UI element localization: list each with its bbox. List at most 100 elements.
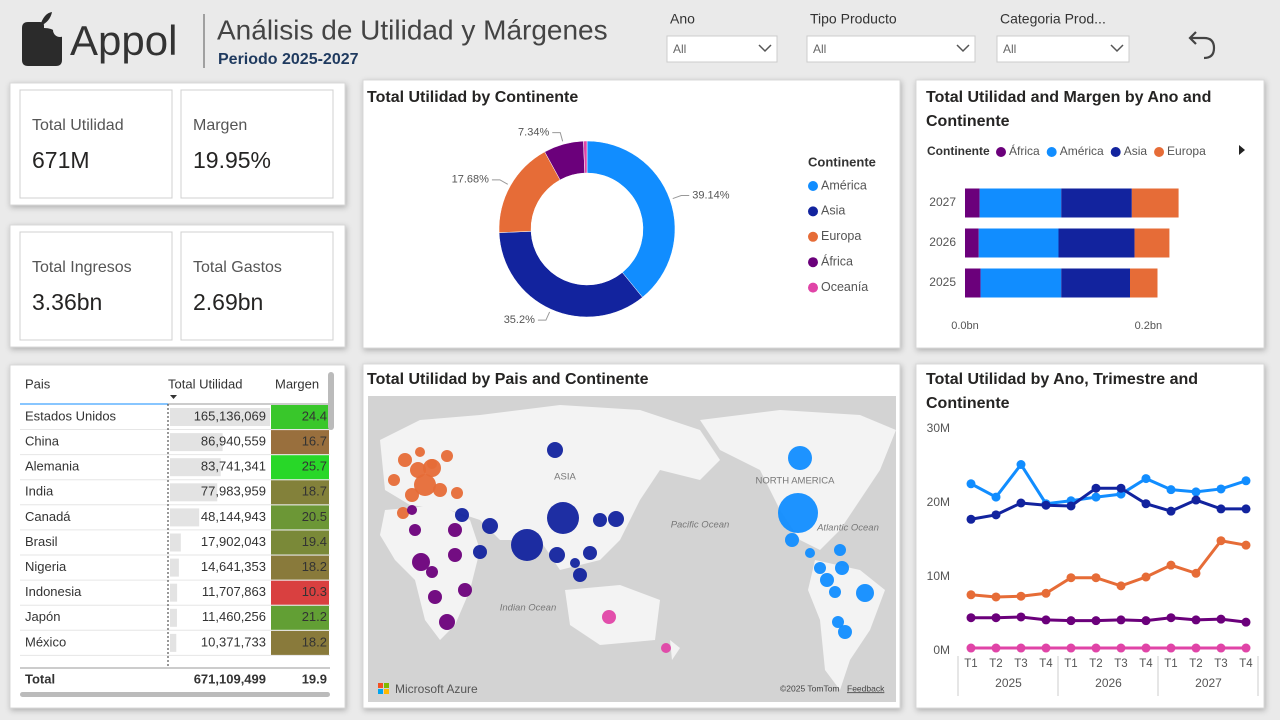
map-bubble[interactable] (549, 547, 565, 563)
line-marker (1091, 573, 1101, 583)
filter-dropdown[interactable] (996, 35, 1130, 63)
map-bubble[interactable] (547, 502, 579, 534)
filter-label: Categoria Prod... (1000, 11, 1106, 27)
map-bubble[interactable] (427, 459, 437, 469)
data-bar (170, 433, 223, 452)
cell-country: Brasil (25, 534, 58, 549)
map-bubble[interactable] (835, 561, 849, 575)
map-bubble[interactable] (412, 553, 430, 571)
map-bubble[interactable] (458, 583, 472, 597)
scrollbar[interactable] (328, 372, 334, 430)
map-label: NORTH AMERICA (755, 476, 835, 487)
map-bubble[interactable] (398, 453, 412, 467)
map-bubble[interactable] (834, 544, 846, 556)
map-bubble[interactable] (405, 488, 419, 502)
panel-title: Total Utilidad and Margen by Ano and Con… (926, 89, 1212, 130)
map-bubble[interactable] (814, 562, 826, 574)
map-bubble[interactable] (805, 548, 815, 558)
table-header[interactable]: Total Utilidad (168, 376, 242, 391)
map-bubble[interactable] (441, 450, 453, 462)
map-bubble[interactable] (426, 566, 438, 578)
legend-label: África (821, 253, 853, 268)
table-header[interactable]: Margen (275, 376, 319, 391)
map-bubble[interactable] (414, 474, 436, 496)
map-bubble[interactable] (511, 529, 543, 561)
line-marker (966, 514, 976, 524)
map-bubble[interactable] (593, 513, 607, 527)
kpi-label: Total Gastos (193, 259, 282, 276)
line-marker (1216, 536, 1226, 546)
line-marker (991, 613, 1001, 623)
map-bubble[interactable] (573, 568, 587, 582)
map-bubble[interactable] (832, 616, 844, 628)
leader-line (537, 311, 551, 321)
map-bubble[interactable] (407, 505, 417, 515)
map-bubble[interactable] (838, 625, 852, 639)
map-bubble[interactable] (482, 518, 498, 534)
map-bubble[interactable] (820, 573, 834, 587)
map-bubble[interactable] (583, 546, 597, 560)
map-bubble[interactable] (451, 487, 463, 499)
bar-segment (1061, 268, 1130, 298)
map-bubble[interactable] (428, 590, 442, 604)
line-marker (1166, 485, 1176, 495)
kpi-value: 19.95% (193, 147, 271, 173)
map-bubble[interactable] (570, 558, 580, 568)
line-marker (1116, 615, 1126, 625)
data-bar (170, 583, 178, 602)
line-marker (1066, 616, 1076, 626)
legend-marker (808, 257, 818, 268)
map-bubble[interactable] (397, 507, 409, 519)
map-label: Pacific Ocean (671, 520, 730, 531)
map-bubble[interactable] (410, 462, 426, 478)
filter-dropdown[interactable] (666, 35, 778, 63)
map-bubble[interactable] (415, 447, 425, 457)
map-bubble[interactable] (448, 548, 462, 562)
y-tick-label: 10M (927, 569, 950, 583)
line-marker (1166, 506, 1176, 516)
bar-segment (1058, 228, 1135, 258)
map-bubble[interactable] (608, 511, 624, 527)
map-bubble[interactable] (602, 610, 616, 624)
h-scrollbar[interactable] (20, 692, 330, 697)
line-marker (1091, 643, 1101, 653)
x-tick-label: 0.2bn (1135, 320, 1163, 332)
map-feedback[interactable]: Feedback (847, 683, 885, 693)
table-header[interactable]: Pais (25, 376, 51, 391)
cell-utilidad: 17,902,043 (201, 534, 266, 549)
map-bubble[interactable] (661, 643, 671, 653)
map-bubble[interactable] (788, 446, 812, 470)
cell-country: Estados Unidos (25, 408, 117, 423)
x-tick-label: T3 (1014, 658, 1027, 670)
map-bubble[interactable] (778, 493, 818, 533)
line-marker (1241, 476, 1251, 486)
map-bubble[interactable] (455, 508, 469, 522)
cell-margen: 16.7 (302, 434, 327, 449)
map-bubble[interactable] (409, 524, 421, 536)
margin-cell (271, 630, 329, 655)
cell-margen: 20.5 (302, 509, 327, 524)
data-bar (170, 508, 200, 527)
line-marker (1066, 573, 1076, 583)
map-bubble[interactable] (448, 523, 462, 537)
map-bubble[interactable] (433, 483, 447, 497)
map-label: ASIA (554, 472, 576, 483)
map-bubble[interactable] (829, 586, 841, 598)
map-bubble[interactable] (388, 474, 400, 486)
line-marker (1141, 616, 1151, 626)
map-bubble[interactable] (473, 545, 487, 559)
panel-title-box: Total Utilidad by Continente (367, 89, 578, 106)
map-bubble[interactable] (856, 584, 874, 602)
undo-button[interactable] (1188, 31, 1216, 60)
legend-more[interactable] (1239, 145, 1245, 155)
map-bubble[interactable] (785, 533, 799, 547)
line-marker (1191, 568, 1201, 578)
cell-margen: 21.2 (302, 609, 327, 624)
map-bubble[interactable] (439, 614, 455, 630)
filter-dropdown[interactable] (806, 35, 976, 63)
legend-marker (1046, 147, 1057, 157)
line-marker (1141, 474, 1151, 484)
map-bubble[interactable] (547, 442, 563, 458)
cell-utilidad: 83,741,341 (201, 459, 266, 474)
margin-cell (271, 580, 329, 605)
